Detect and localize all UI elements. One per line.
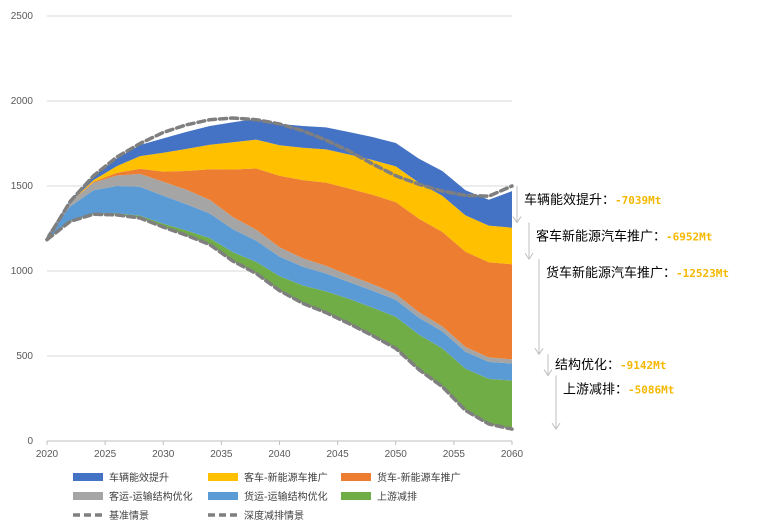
reduction-annotation: 车辆能效提升：-7039Mt: [524, 192, 661, 208]
legend-label: 深度减排情景: [244, 509, 304, 522]
legend-swatch: [73, 473, 103, 481]
x-tick-label: 2045: [327, 449, 350, 460]
axes: 0 500 1000 1500 2000 2500 2020 2025 2030 2035 2040…: [11, 11, 524, 460]
legend-label: 车辆能效提升: [109, 471, 169, 484]
y-tick-label: 2500: [11, 11, 34, 22]
legend-swatch: [208, 473, 238, 481]
x-tick-label: 2040: [268, 449, 291, 460]
stacked-areas: [47, 118, 512, 430]
annotation-value: -12523Mt: [676, 267, 729, 280]
y-tick-label: 500: [16, 351, 33, 362]
reduction-annotation: 结构优化：-9142Mt: [555, 358, 666, 373]
annotation-value: -7039Mt: [615, 194, 661, 207]
x-tick-label: 2035: [210, 449, 233, 460]
annotation-label: 货车新能源汽车推广：: [546, 265, 676, 281]
annotation-value: -6952Mt: [666, 231, 712, 244]
legend-swatch: [341, 492, 371, 500]
x-tick-label: 2055: [443, 449, 466, 460]
x-tick-label: 2025: [94, 449, 117, 460]
annotation-label: 结构优化：: [555, 358, 620, 373]
x-tick-label: 2050: [385, 449, 408, 460]
arrow-head: [543, 369, 553, 377]
line-基准情景: [45, 116, 514, 242]
legend-swatch: [73, 492, 103, 500]
annotation-label: 客车新能源汽车推广：: [536, 229, 666, 245]
arrow-head: [524, 252, 534, 261]
legend-label: 上游减排: [377, 490, 417, 503]
legend-label: 客车-新能源车推广: [244, 471, 328, 484]
y-tick-label: 2000: [11, 96, 34, 107]
area-车辆能效提升: [47, 118, 512, 236]
legend-label: 货车-新能源车推广: [377, 471, 461, 484]
reduction-annotations: 车辆能效提升：-7039Mt 客车新能源汽车推广：-6952Mt 货车新能源汽车推广…: [512, 186, 729, 431]
x-tick-label: 2020: [36, 449, 59, 460]
reduction-annotation: 上游减排：-5086Mt: [563, 383, 674, 398]
area-货运-运输结构优化: [47, 186, 512, 381]
annotation-value: -5086Mt: [628, 384, 674, 397]
arrow-head: [512, 216, 522, 224]
reduction-annotation: 货车新能源汽车推广：-12523Mt: [546, 265, 729, 281]
area-货车-新能源车推广: [47, 168, 512, 360]
annotation-label: 上游减排：: [563, 383, 628, 398]
x-tick-label: 2030: [152, 449, 175, 460]
reduction-annotation: 客车新能源汽车推广：-6952Mt: [536, 229, 712, 245]
scenario-lines: [45, 116, 514, 431]
legend-label: 基准情景: [109, 509, 149, 522]
annotation-value: -9142Mt: [620, 359, 666, 372]
y-tick-label: 0: [27, 436, 33, 447]
line-深度减排情景: [45, 212, 514, 431]
area-客车-新能源车推广: [47, 139, 512, 265]
x-tick-label: 2060: [501, 449, 524, 460]
legend-swatch: [208, 492, 238, 500]
legend-swatch: [341, 473, 371, 481]
legend-label: 货运-运输结构优化: [244, 490, 328, 503]
y-tick-label: 1500: [11, 181, 34, 192]
arrow-head: [551, 422, 561, 431]
legend-label: 客运-运输结构优化: [109, 490, 193, 503]
arrow-head: [534, 348, 544, 356]
y-tick-label: 1000: [11, 266, 34, 277]
area-上游减排: [47, 213, 512, 430]
annotation-label: 车辆能效提升：: [524, 192, 615, 208]
